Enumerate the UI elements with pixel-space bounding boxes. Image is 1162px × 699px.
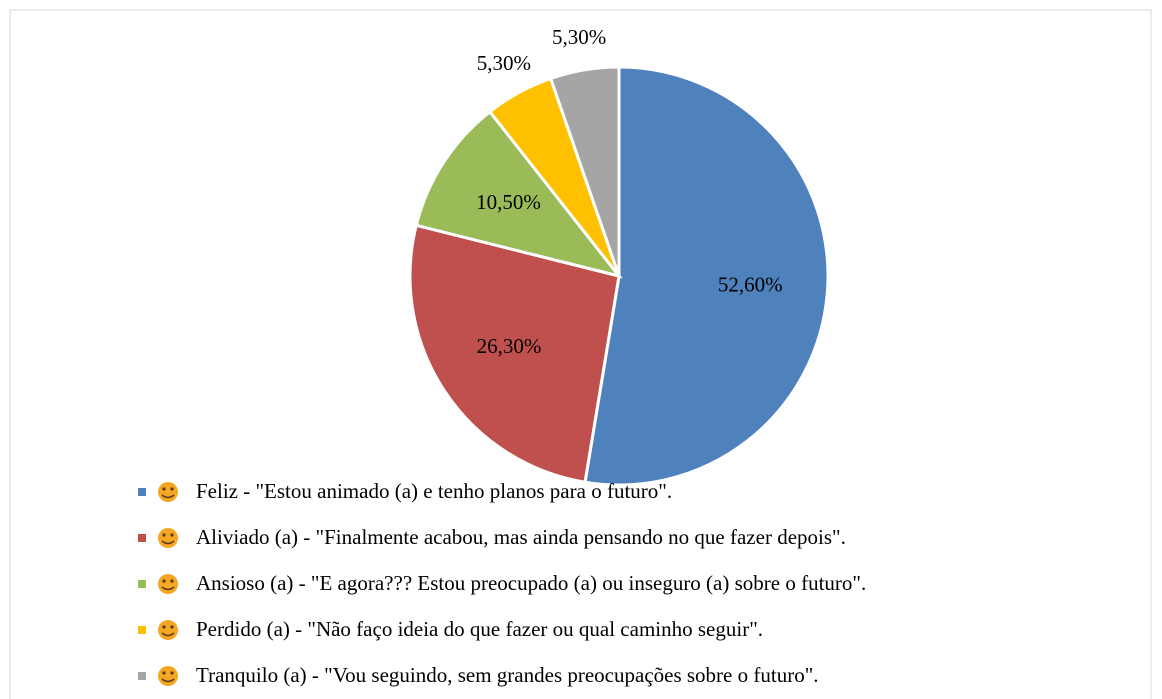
emoji-face <box>158 574 178 594</box>
legend-emoji <box>158 528 178 548</box>
emoji-eye <box>170 625 174 629</box>
legend-swatch <box>138 534 146 542</box>
pie-slice <box>408 223 621 484</box>
emoji-mouth <box>161 540 175 545</box>
pie-slice <box>548 65 621 277</box>
emoji-eye <box>170 671 174 675</box>
pie-slice <box>583 65 830 487</box>
emoji-eye <box>170 487 174 491</box>
data-label: 5,30% <box>477 51 531 75</box>
emoji-eye <box>162 671 166 675</box>
legend-emoji <box>158 666 178 686</box>
emoji-eye <box>170 533 174 537</box>
legend-label: Ansioso (a) - "E agora??? Estou preocupa… <box>196 571 866 595</box>
emoji-face <box>158 482 178 502</box>
emoji-face <box>158 620 178 640</box>
legend-emoji <box>158 620 178 640</box>
legend-emoji <box>158 574 178 594</box>
legend-emoji <box>158 482 178 502</box>
emoji-mouth <box>161 494 175 499</box>
emoji-eye <box>162 625 166 629</box>
emoji-mouth <box>161 632 175 637</box>
legend-label: Feliz - "Estou animado (a) e tenho plano… <box>196 479 672 503</box>
legend-label: Tranquilo (a) - "Vou seguindo, sem grand… <box>196 663 819 687</box>
emoji-face <box>158 528 178 548</box>
emoji-eye <box>162 533 166 537</box>
data-label: 10,50% <box>476 190 541 214</box>
emoji-face <box>158 666 178 686</box>
legend-swatch <box>138 626 146 634</box>
emoji-eye <box>162 579 166 583</box>
data-label: 52,60% <box>718 273 783 297</box>
data-label: 5,30% <box>552 25 606 49</box>
pie-slice <box>414 109 623 279</box>
emoji-eye <box>162 487 166 491</box>
data-label: 26,30% <box>477 334 542 358</box>
legend-swatch <box>138 580 146 588</box>
legend-swatch <box>138 488 146 496</box>
emoji-mouth <box>161 678 175 683</box>
emoji-mouth <box>161 586 175 591</box>
emoji-eye <box>170 579 174 583</box>
legend-label: Perdido (a) - "Não faço ideia do que faz… <box>196 617 763 641</box>
legend-label: Aliviado (a) - "Finalmente acabou, mas a… <box>196 525 846 549</box>
legend-swatch <box>138 672 146 680</box>
